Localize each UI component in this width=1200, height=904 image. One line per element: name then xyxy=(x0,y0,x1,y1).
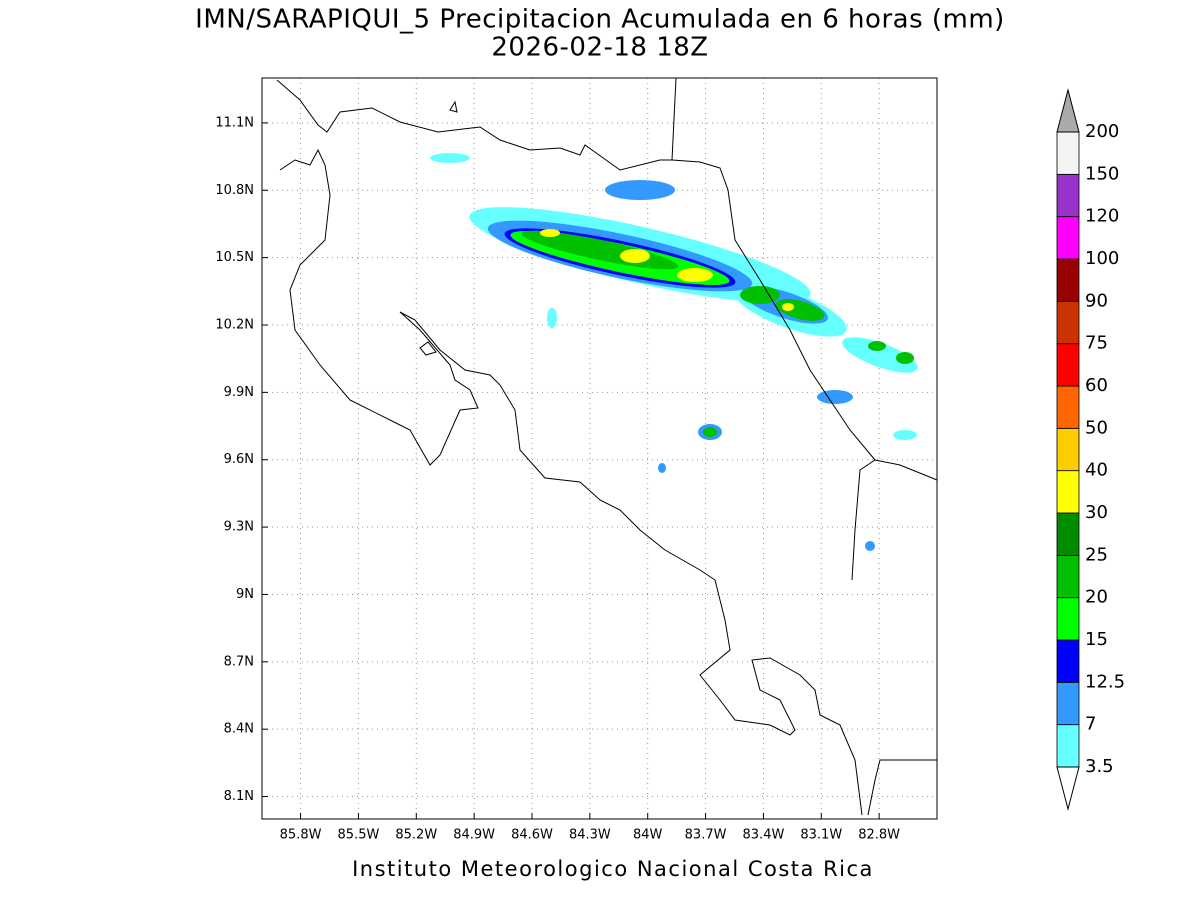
colorbar-label: 90 xyxy=(1085,290,1108,311)
y-tick-label: 8.1N xyxy=(224,789,254,804)
x-tick-label: 85.2W xyxy=(395,828,437,843)
colorbar-label: 20 xyxy=(1085,587,1108,608)
colorbar-label: 75 xyxy=(1085,333,1108,354)
colorbar-label: 60 xyxy=(1085,375,1108,396)
x-tick-label: 84W xyxy=(633,828,663,843)
colorbar-box xyxy=(1056,639,1080,683)
colorbar-label: 7 xyxy=(1085,714,1096,735)
y-tick-label: 8.7N xyxy=(224,654,254,669)
title: IMN/SARAPIQUI_5 Precipitacion Acumulada … xyxy=(195,5,1005,35)
y-tick-label: 10.5N xyxy=(215,250,254,265)
colorbar-box xyxy=(1056,131,1080,175)
colorbar-box xyxy=(1056,258,1080,302)
colorbar: 3.5 7 12.5 15 20 25 30 40 50 60 75 90 100 120 150 200 xyxy=(1056,88,1125,811)
colorbar-label: 100 xyxy=(1085,248,1119,269)
colorbar-box xyxy=(1056,216,1080,260)
colorbar-label: 3.5 xyxy=(1085,756,1114,777)
x-tick-label: 83.4W xyxy=(743,828,785,843)
colorbar-label: 150 xyxy=(1085,163,1119,184)
y-tick-label: 8.4N xyxy=(224,722,254,737)
x-tick-label: 85.5W xyxy=(338,828,380,843)
colorbar-label: 25 xyxy=(1085,544,1108,565)
x-tick-label: 83.7W xyxy=(685,828,727,843)
colorbar-over xyxy=(1056,88,1080,133)
colorbar-label: 120 xyxy=(1085,206,1119,227)
colorbar-label: 200 xyxy=(1085,121,1119,142)
y-tick-label: 9.3N xyxy=(224,520,254,535)
colorbar-box xyxy=(1056,385,1080,429)
colorbar-box xyxy=(1056,173,1080,218)
colorbar-box xyxy=(1056,427,1080,472)
colorbar-box xyxy=(1056,724,1080,768)
y-tick-label: 9N xyxy=(236,587,254,602)
colorbar-box xyxy=(1056,300,1080,345)
grid xyxy=(262,78,937,819)
colorbar-box xyxy=(1056,554,1080,599)
x-tick-label: 83.1W xyxy=(800,828,842,843)
y-tick-label: 9.6N xyxy=(224,452,254,467)
y-tick-label: 10.2N xyxy=(215,318,254,333)
footer: Instituto Meteorologico Nacional Costa R… xyxy=(352,857,874,881)
colorbar-box xyxy=(1056,343,1080,387)
x-tick-label: 84.3W xyxy=(569,828,611,843)
colorbar-label: 40 xyxy=(1085,460,1108,481)
y-tick-label: 9.9N xyxy=(224,385,254,400)
colorbar-label: 50 xyxy=(1085,417,1108,438)
colorbar-box xyxy=(1056,597,1080,641)
x-tick-label: 84.6W xyxy=(511,828,553,843)
y-tick-label: 10.8N xyxy=(215,183,254,198)
x-tick-label: 84.9W xyxy=(453,828,495,843)
colorbar-label: 12.5 xyxy=(1085,671,1125,692)
colorbar-label: 30 xyxy=(1085,502,1108,523)
x-tick-label: 82.8W xyxy=(858,828,900,843)
colorbar-label: 15 xyxy=(1085,629,1108,650)
subtitle: 2026-02-18 18Z xyxy=(491,33,708,63)
colorbar-box xyxy=(1056,470,1080,514)
map-frame xyxy=(261,77,938,820)
coastline xyxy=(276,77,938,816)
y-tick-label: 11.1N xyxy=(215,115,254,130)
colorbar-box xyxy=(1056,512,1080,556)
colorbar-under xyxy=(1056,766,1080,811)
precipitation-field xyxy=(430,153,918,551)
colorbar-box xyxy=(1056,681,1080,726)
x-tick-label: 85.8W xyxy=(280,828,322,843)
